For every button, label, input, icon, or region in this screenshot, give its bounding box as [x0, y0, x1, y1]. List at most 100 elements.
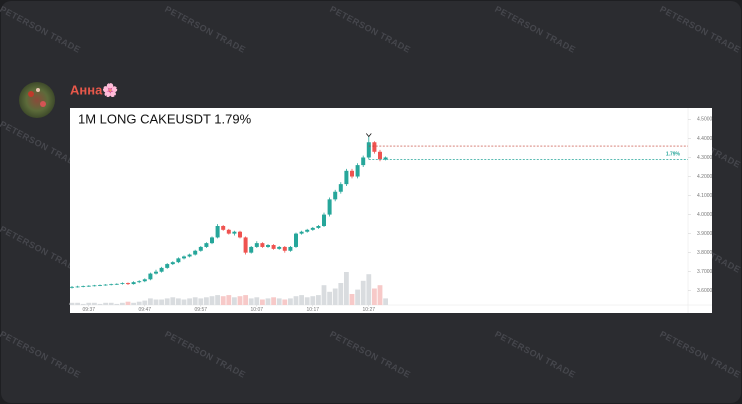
volume-bar: [254, 297, 260, 305]
candle-body: [120, 283, 125, 284]
volume-bar: [310, 296, 316, 305]
volume-bar: [282, 299, 288, 305]
volume-bar: [220, 296, 226, 305]
x-tick-label: 10:07: [251, 307, 264, 313]
volume-bar: [293, 296, 299, 305]
volume-bar: [215, 295, 220, 305]
volume-bar: [136, 301, 142, 305]
volume-bar: [131, 302, 136, 305]
candle-body: [109, 284, 114, 286]
candle-body: [92, 285, 97, 287]
volume-bar: [75, 302, 80, 305]
candle-body: [271, 245, 276, 249]
chart-image[interactable]: [70, 108, 712, 313]
candle-body: [243, 237, 248, 253]
volume-bar: [377, 285, 383, 305]
candle-body: [333, 191, 338, 200]
candle-body: [75, 286, 80, 288]
level-label: 1.79%: [666, 152, 681, 158]
candle-body: [182, 256, 186, 259]
volume-bar: [321, 285, 327, 305]
candle-body: [226, 229, 231, 234]
candle-body: [187, 254, 192, 257]
volume-bar: [86, 302, 92, 305]
y-tick-label: 3.8000: [697, 250, 713, 256]
volume-bar: [372, 288, 377, 305]
volume-bar: [80, 303, 86, 305]
volume-bar: [204, 297, 209, 305]
candle-body: [126, 283, 130, 285]
candle-body: [366, 142, 371, 158]
volume-bar: [304, 297, 310, 305]
candle-body: [198, 246, 203, 251]
candle-body: [142, 279, 147, 282]
candle-body: [266, 245, 270, 247]
y-tick-label: 4.0000: [697, 212, 713, 218]
avatar[interactable]: [19, 82, 55, 118]
candle-body: [338, 184, 343, 192]
candle-body: [288, 246, 293, 251]
y-tick-label: 4.3000: [697, 155, 713, 161]
candle-body: [193, 250, 198, 255]
candle-body: [282, 246, 287, 251]
volume-bar: [209, 296, 215, 305]
chart-title: 1M LONG CAKEUSDT 1.79%: [78, 111, 252, 126]
y-tick-label: 3.6000: [697, 288, 713, 294]
volume-bar: [69, 302, 75, 305]
volume-bar: [103, 302, 108, 305]
candle-body: [215, 226, 220, 238]
candle-body: [322, 214, 326, 227]
candle-body: [103, 284, 108, 286]
plot: 4.5000 4.4000 4.3000 4.2000 4.1000 4.0000 3.90…: [69, 117, 713, 313]
candle-body: [204, 243, 209, 247]
candle-body: [294, 233, 298, 247]
volume-bar: [349, 294, 355, 305]
candle-body: [165, 264, 170, 268]
volume-bar: [383, 298, 388, 305]
y-tick-label: 3.7000: [697, 269, 713, 275]
volume-bar: [276, 298, 282, 305]
candle-body: [159, 267, 164, 272]
volume-bar: [265, 298, 271, 305]
volume-bar: [355, 289, 360, 305]
volume-bar: [344, 272, 349, 305]
volume-bar: [288, 298, 293, 305]
candle-body: [249, 246, 254, 253]
candle-body: [137, 281, 142, 283]
candle-body: [232, 231, 237, 234]
volume-bar: [332, 288, 338, 305]
volume-bar: [181, 299, 187, 305]
author-name[interactable]: Анна🌸: [70, 82, 119, 97]
candle-body: [238, 231, 242, 238]
candle-body: [210, 237, 214, 244]
volume-bar: [192, 297, 198, 305]
volume-bar: [159, 299, 164, 305]
y-tick-label: 3.9000: [697, 231, 713, 237]
candle-body: [310, 227, 315, 230]
avatar-detail: [28, 91, 34, 97]
volume-bar: [97, 303, 103, 305]
candle-body: [378, 151, 382, 160]
candle-body: [176, 258, 181, 263]
candle-body: [327, 199, 332, 215]
candle-body: [170, 262, 175, 265]
candle-body: [221, 226, 226, 230]
volume-bar: [248, 298, 254, 305]
volume-bar: [92, 302, 97, 305]
volume-bar: [198, 298, 204, 305]
candle-body: [361, 157, 366, 166]
candle-body: [316, 226, 321, 228]
volume-bar: [148, 298, 153, 305]
x-tick-label: 09:47: [139, 307, 152, 313]
avatar-detail: [36, 88, 40, 92]
candle-body: [299, 231, 304, 234]
x-tick-label: 09:37: [83, 307, 96, 313]
volume-bar: [108, 302, 114, 305]
volume-bar: [142, 300, 148, 305]
volume-bar: [164, 298, 170, 305]
candle-body: [131, 282, 136, 285]
volume-bar: [260, 299, 265, 305]
candle-body: [372, 142, 377, 152]
